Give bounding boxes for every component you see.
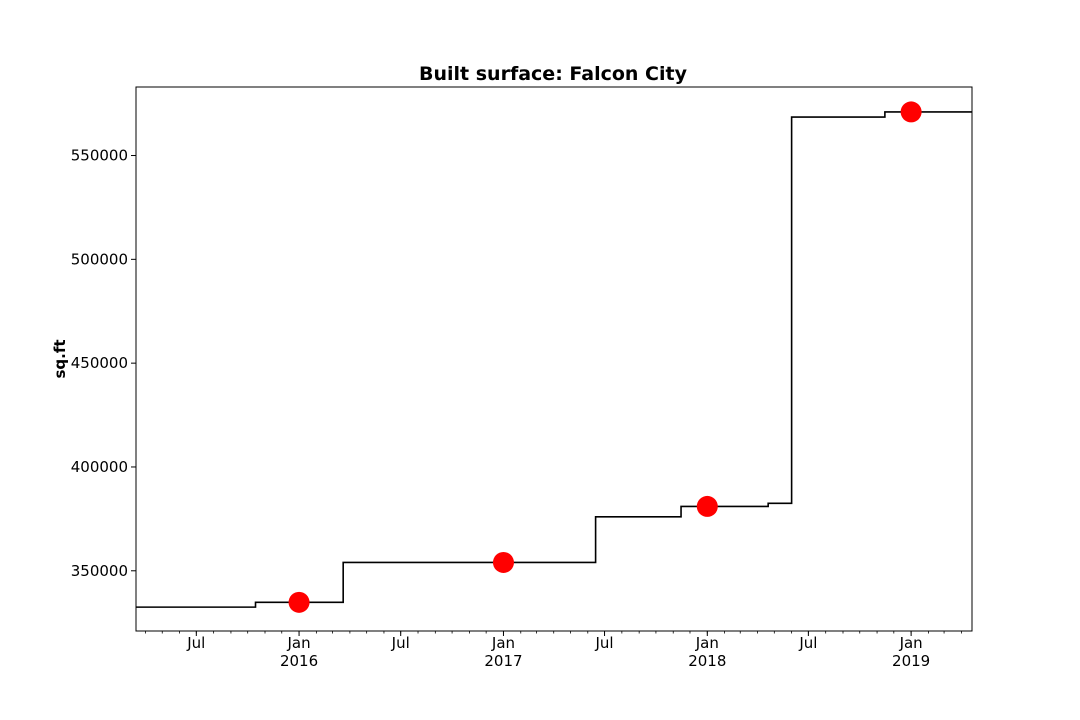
y-tick-label: 550000 [71,147,128,165]
data-point [900,101,922,123]
x-tick-label: Jan [899,634,923,652]
plot-frame [135,86,973,632]
x-tick-label: Jul [798,634,817,652]
data-point [492,551,514,573]
x-tick-year-label: 2019 [892,652,930,670]
x-tick-label: Jul [594,634,613,652]
data-point [288,591,310,613]
y-tick-label: 350000 [71,562,128,580]
x-tick-label: Jul [186,634,205,652]
chart-title: Built surface: Falcon City [419,63,688,85]
x-tick-year-label: 2016 [280,652,318,670]
x-tick-label: Jan [491,634,515,652]
y-tick-label: 500000 [71,250,128,268]
x-tick-label: Jan [695,634,719,652]
x-tick-label: Jan [287,634,311,652]
data-point [696,495,718,517]
y-tick-label: 450000 [71,354,128,372]
x-tick-year-label: 2017 [484,652,522,670]
series-line [136,111,972,608]
x-tick-label: Jul [391,634,410,652]
x-tick-year-label: 2018 [688,652,726,670]
y-axis-label: sq.ft [51,339,69,378]
y-tick-label: 400000 [71,458,128,476]
